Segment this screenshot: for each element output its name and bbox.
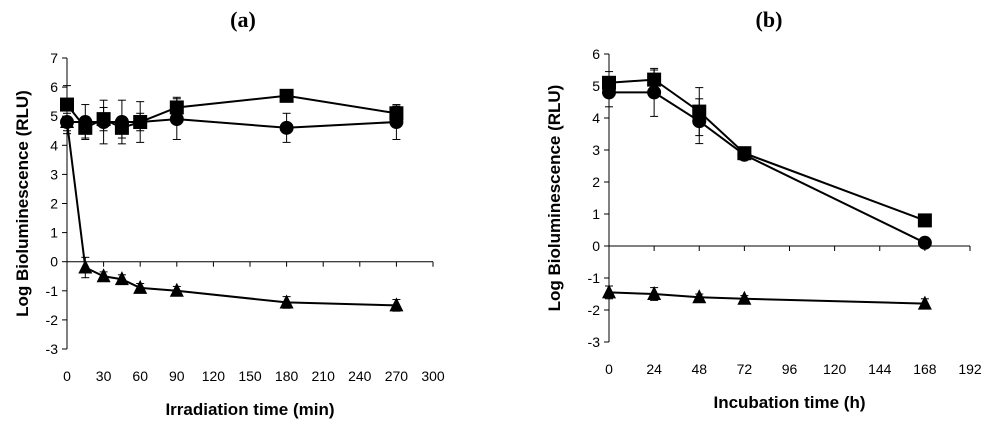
data-point-triangle-a	[78, 259, 93, 274]
x-axis-title-a: Irradiation time (min)	[165, 400, 334, 419]
data-point-circle-a	[114, 115, 129, 130]
x-tick-label-b: 48	[691, 361, 707, 377]
data-point-circle-b	[737, 147, 752, 162]
data-point-square-b	[917, 213, 932, 228]
y-tick-label-a: 2	[50, 196, 58, 212]
y-tick-label-a: 5	[50, 108, 58, 124]
x-tick-label-b: 0	[605, 361, 613, 377]
y-tick-label-a: -2	[46, 312, 59, 328]
y-tick-label-a: -1	[46, 283, 59, 299]
y-tick-label-a: 3	[50, 166, 58, 182]
data-point-circle-a	[133, 115, 148, 130]
x-tick-label-a: 90	[169, 368, 185, 384]
x-tick-label-a: 180	[275, 368, 299, 384]
x-axis-title-b: Incubation time (h)	[713, 393, 865, 412]
y-tick-label-a: 0	[50, 254, 58, 270]
y-tick-label-b: 3	[592, 142, 600, 158]
data-point-triangle-b	[647, 286, 662, 300]
x-tick-label-b: 24	[646, 361, 662, 377]
data-point-square-a	[60, 97, 74, 112]
y-tick-label-a: 6	[50, 79, 58, 95]
chart-panel-a: (a) -3 -2 -1 0 1 2 3 4 5 6 7 0 30 60 90 120 150 180 210 240…	[13, 7, 445, 419]
data-point-triangle-b	[692, 289, 707, 304]
data-point-triangle-a	[60, 114, 74, 129]
x-tick-label-a: 0	[63, 368, 71, 384]
y-tick-label-b: 6	[592, 46, 600, 62]
data-point-triangle-a	[389, 297, 404, 312]
y-tick-label-a: -3	[46, 341, 59, 357]
x-tick-label-b: 120	[823, 361, 847, 377]
panel-label-a: (a)	[230, 7, 256, 32]
y-tick-label-b: 1	[592, 206, 600, 222]
data-point-circle-b	[692, 114, 707, 129]
x-tick-label-a: 270	[385, 368, 409, 384]
x-tick-label-a: 210	[312, 368, 336, 384]
y-axis-title-b: Log Bioluminescence (RLU)	[545, 85, 564, 312]
x-tick-label-b: 192	[958, 361, 982, 377]
y-axis-title-a: Log Bioluminescence (RLU)	[13, 90, 32, 317]
x-tick-label-a: 300	[421, 368, 445, 384]
data-point-triangle-b	[737, 290, 752, 305]
data-point-triangle-a	[114, 271, 129, 286]
data-point-circle-a	[279, 120, 294, 135]
y-tick-label-a: 7	[50, 50, 58, 66]
data-point-square-a	[279, 88, 294, 103]
x-tick-label-a: 30	[96, 368, 112, 384]
chart-panel-b: (b) -3 -2 -1 0 1 2 3 4 5 6 0 24 48 72 96 120 144 168 192 In…	[545, 7, 982, 412]
y-tick-label-a: 4	[50, 137, 58, 153]
y-tick-label-b: 2	[592, 174, 600, 190]
x-tick-label-b: 168	[913, 361, 937, 377]
x-tick-label-a: 60	[132, 368, 148, 384]
data-point-circle-a	[169, 112, 184, 127]
x-tick-label-a: 150	[238, 368, 262, 384]
data-point-circle-a	[78, 115, 93, 130]
data-point-circle-a	[96, 115, 111, 130]
x-tick-label-b: 144	[868, 361, 892, 377]
data-point-triangle-a	[169, 282, 184, 297]
panel-label-b: (b)	[756, 7, 783, 32]
x-tick-label-b: 72	[737, 361, 753, 377]
y-tick-label-b: -1	[588, 270, 601, 286]
data-point-triangle-a	[279, 294, 294, 309]
data-point-triangle-b	[602, 284, 616, 299]
data-point-triangle-b	[917, 295, 932, 310]
y-tick-label-b: 5	[592, 78, 600, 94]
x-tick-label-a: 240	[348, 368, 372, 384]
data-point-circle-b	[647, 85, 662, 100]
data-point-circle-b	[602, 85, 616, 100]
y-tick-label-a: 1	[50, 225, 58, 241]
series-line-circle-b	[609, 91, 926, 244]
data-point-triangle-a	[133, 279, 148, 294]
data-point-circle-b	[917, 235, 932, 250]
y-tick-label-b: 4	[592, 110, 600, 126]
data-point-triangle-a	[96, 268, 111, 283]
y-tick-label-b: 0	[592, 238, 600, 254]
y-tick-label-b: -3	[588, 334, 601, 350]
y-tick-label-b: -2	[588, 302, 601, 318]
series-line-square-b	[608, 78, 926, 222]
series-line-triangle-a	[66, 121, 397, 307]
x-tick-label-b: 96	[782, 361, 798, 377]
data-point-circle-a	[389, 115, 404, 130]
x-tick-label-a: 120	[202, 368, 226, 384]
